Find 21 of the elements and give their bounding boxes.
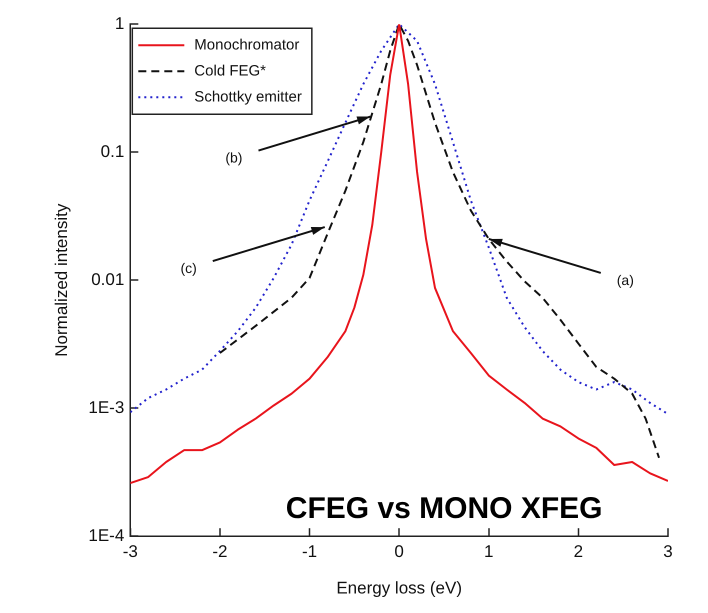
x-tick-label: -1 xyxy=(302,542,318,562)
x-tick-label: 2 xyxy=(574,542,584,562)
y-tick-label: 0.01 xyxy=(91,270,124,289)
x-tick-label: -2 xyxy=(212,542,228,562)
y-tick-label: 1 xyxy=(114,14,124,33)
y-tick-label: 1E-4 xyxy=(88,526,124,545)
x-tick-label: 1 xyxy=(484,542,494,562)
y-axis-title: Normalized intensity xyxy=(52,203,71,357)
legend-label: Cold FEG* xyxy=(194,62,266,80)
legend-label: Monochromator xyxy=(194,36,300,54)
annotation: (c) xyxy=(180,260,197,276)
x-axis-title: Energy loss (eV) xyxy=(336,578,462,598)
y-tick-label: 0.1 xyxy=(100,142,124,161)
annotation: CFEG vs MONO XFEG xyxy=(286,492,603,526)
legend-label: Schottky emitter xyxy=(194,88,302,106)
y-tick-label: 1E-3 xyxy=(88,398,124,417)
x-tick-label: -3 xyxy=(122,542,138,562)
x-tick-label: 3 xyxy=(663,542,673,562)
annotation: (b) xyxy=(225,149,242,166)
x-tick-label: 0 xyxy=(394,542,404,562)
annotation: (a) xyxy=(616,272,634,288)
